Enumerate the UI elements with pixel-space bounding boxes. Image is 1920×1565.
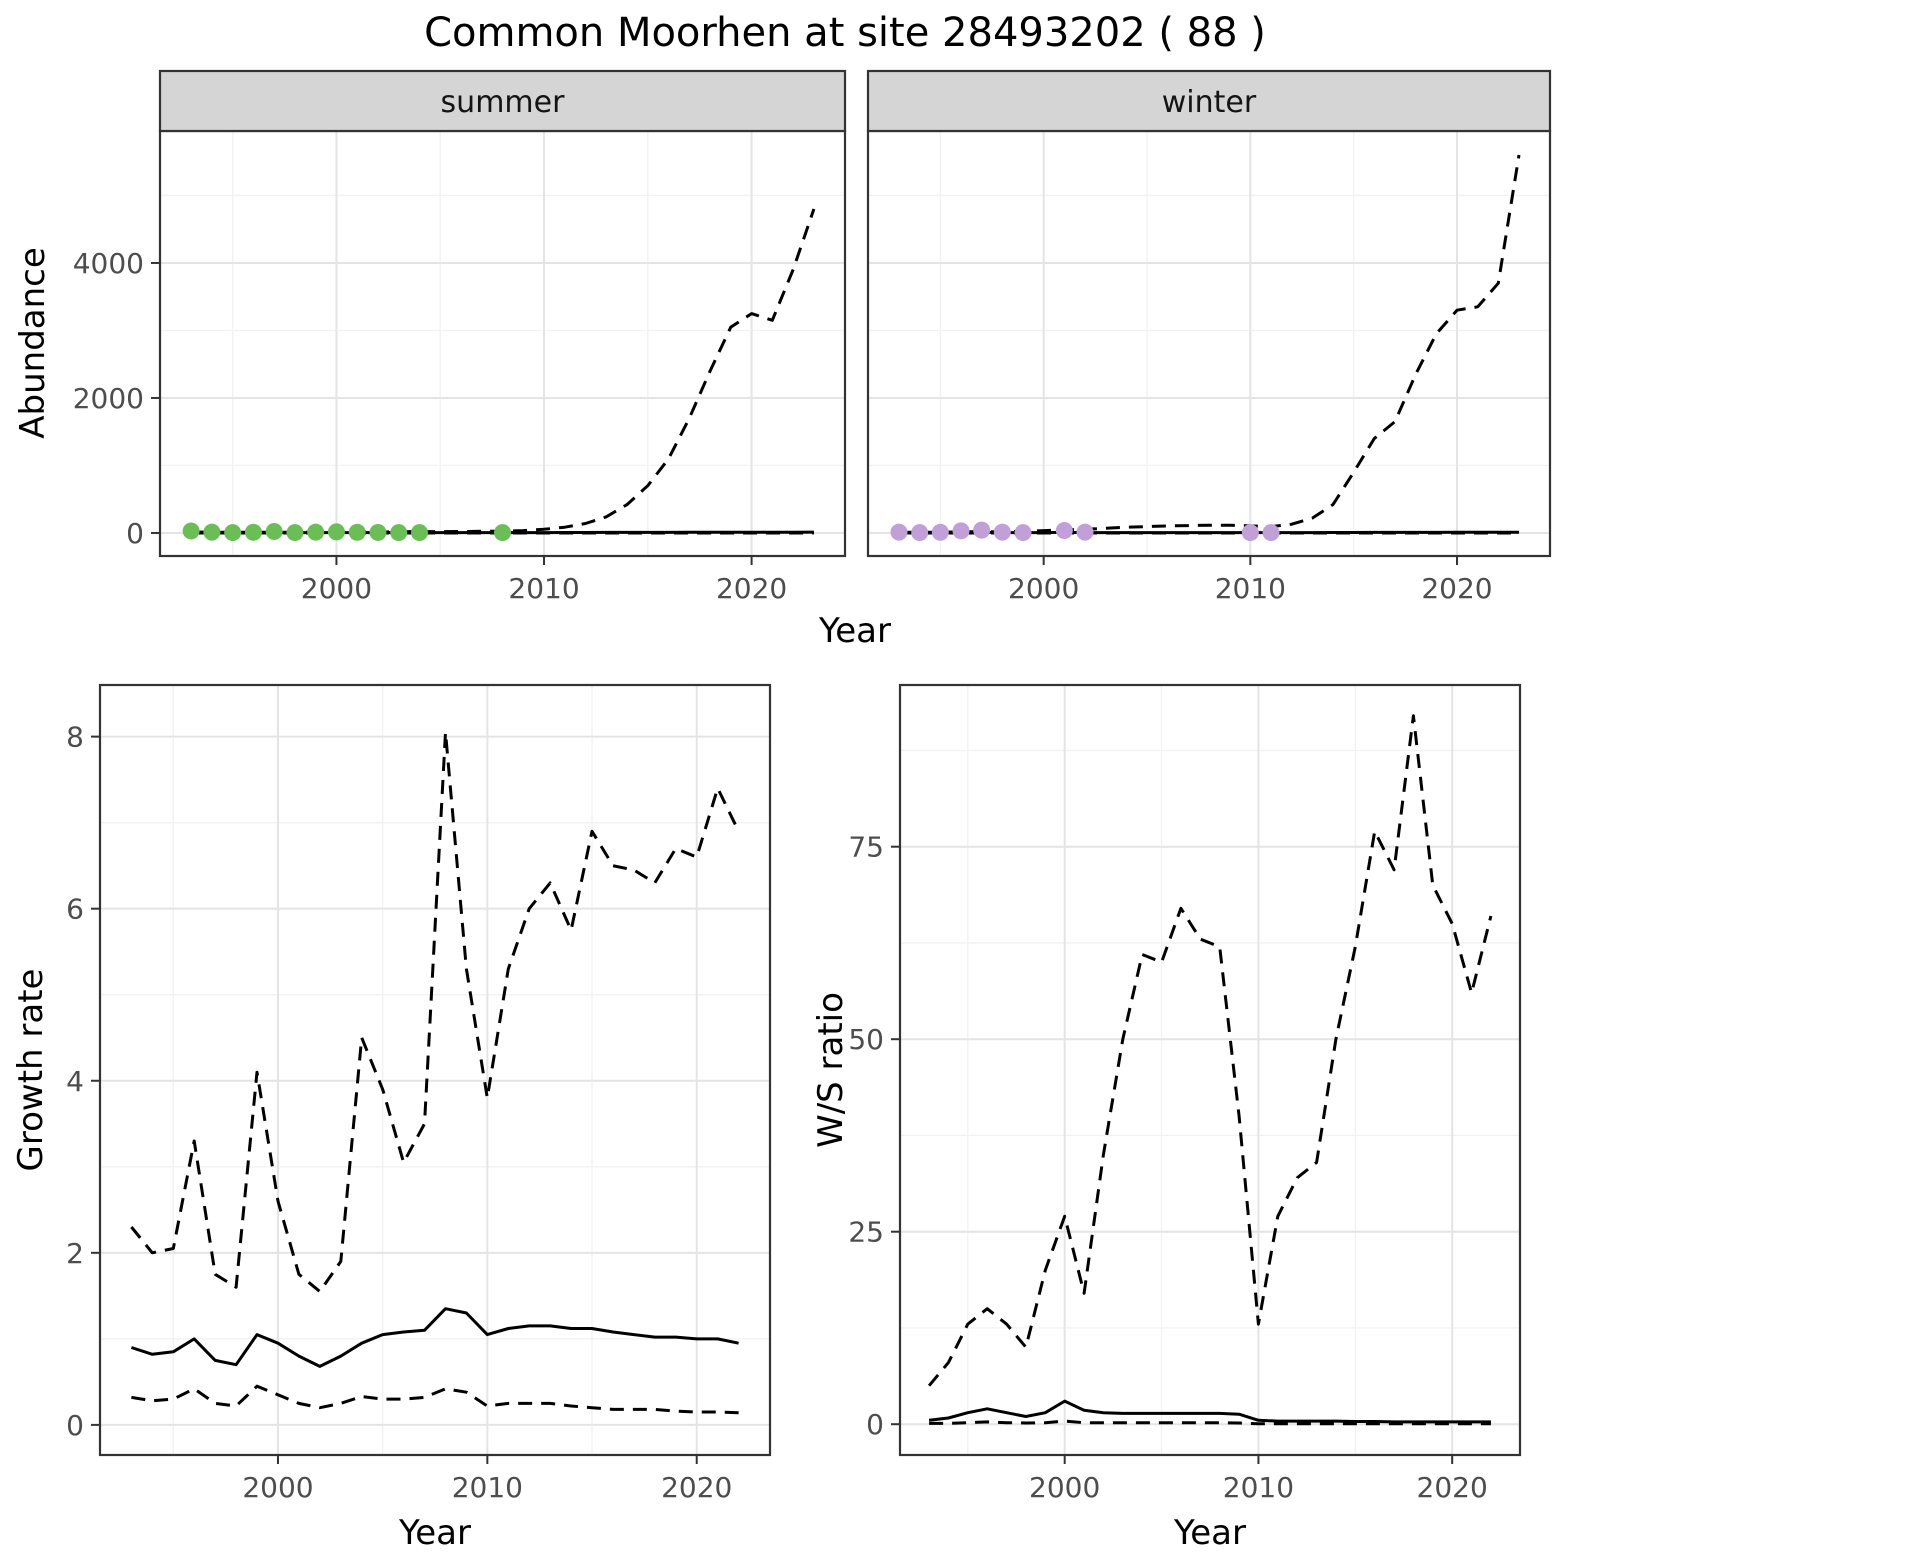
data-point-observed_counts xyxy=(183,522,200,539)
y-tick-label: 4 xyxy=(66,1065,84,1098)
data-point-observed_counts xyxy=(369,524,386,541)
panel-background xyxy=(868,131,1550,556)
data-point-observed_counts xyxy=(1015,524,1032,541)
y-tick-label: 50 xyxy=(848,1023,884,1056)
y-tick-label: 2000 xyxy=(73,382,144,415)
x-tick-label: 2000 xyxy=(301,572,372,605)
growth-xaxis-title: Year xyxy=(398,1513,471,1553)
y-tick-label: 6 xyxy=(66,893,84,926)
data-point-observed_counts xyxy=(245,524,262,541)
data-point-observed_counts xyxy=(1263,524,1280,541)
data-point-observed_counts xyxy=(203,524,220,541)
x-tick-label: 2010 xyxy=(508,572,579,605)
top-xaxis-title: Year xyxy=(818,611,891,651)
panel-abundance-summer: summer 2000 2010 2020 0 2000 4000 xyxy=(73,71,845,605)
data-point-observed_counts xyxy=(1242,524,1259,541)
y-tick-label: 0 xyxy=(66,1409,84,1442)
x-tick-label: 2000 xyxy=(1008,572,1079,605)
x-tick-label: 2010 xyxy=(1223,1471,1294,1504)
panels: summer 2000 2010 2020 0 2000 4000 winter 2000 201… xyxy=(66,71,1550,1504)
data-point-observed_counts xyxy=(307,524,324,541)
x-tick-label: 2020 xyxy=(1417,1471,1488,1504)
data-point-observed_counts xyxy=(349,524,366,541)
x-tick-label: 2010 xyxy=(452,1471,523,1504)
x-tick-label: 2020 xyxy=(661,1471,732,1504)
panel-ws-ratio: 2000 2010 2020 0 25 50 75 xyxy=(848,685,1520,1504)
data-point-observed_counts xyxy=(224,524,241,541)
ws-yaxis-title: W/S ratio xyxy=(811,992,851,1148)
growth-yaxis-title: Growth rate xyxy=(11,969,51,1172)
x-tick-label: 2000 xyxy=(1029,1471,1100,1504)
y-tick-label: 4000 xyxy=(73,247,144,280)
y-tick-label: 25 xyxy=(848,1216,884,1249)
panel-growth-rate: 2000 2010 2020 0 2 4 6 8 xyxy=(66,685,770,1504)
data-point-observed_counts xyxy=(328,523,345,540)
x-tick-label: 2020 xyxy=(1421,572,1492,605)
data-point-observed_counts xyxy=(1077,524,1094,541)
data-point-observed_counts xyxy=(266,523,283,540)
figure-title: Common Moorhen at site 28493202 ( 88 ) xyxy=(424,10,1266,56)
panel-background xyxy=(900,685,1520,1455)
panel-abundance-winter: winter 2000 2010 2020 xyxy=(868,71,1550,605)
data-point-observed_counts xyxy=(953,522,970,539)
data-point-observed_counts xyxy=(390,524,407,541)
data-point-observed_counts xyxy=(911,524,928,541)
ws-xaxis-title: Year xyxy=(1173,1513,1246,1553)
panel-background xyxy=(160,131,845,556)
data-point-observed_counts xyxy=(286,524,303,541)
facet-strip-label: summer xyxy=(441,85,566,120)
y-tick-label: 2 xyxy=(66,1237,84,1270)
data-point-observed_counts xyxy=(411,524,428,541)
data-point-observed_counts xyxy=(1056,522,1073,539)
data-point-observed_counts xyxy=(973,522,990,539)
data-point-observed_counts xyxy=(494,524,511,541)
x-tick-label: 2000 xyxy=(242,1471,313,1504)
facet-strip-label: winter xyxy=(1162,85,1257,120)
y-tick-label: 0 xyxy=(866,1408,884,1441)
x-tick-label: 2020 xyxy=(716,572,787,605)
y-tick-label: 8 xyxy=(66,721,84,754)
data-point-observed_counts xyxy=(891,524,908,541)
y-tick-label: 75 xyxy=(848,831,884,864)
y-tick-label: 0 xyxy=(126,517,144,550)
data-point-observed_counts xyxy=(932,524,949,541)
abundance-yaxis-title: Abundance xyxy=(13,247,53,439)
x-tick-label: 2010 xyxy=(1215,572,1286,605)
data-point-observed_counts xyxy=(994,524,1011,541)
